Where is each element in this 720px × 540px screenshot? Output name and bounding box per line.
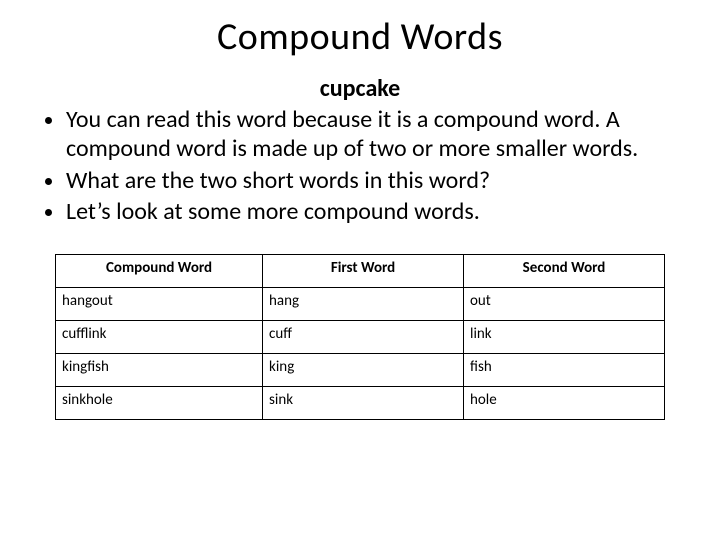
table-header-first: First Word <box>263 255 464 288</box>
table-cell: cuff <box>263 321 464 354</box>
table-cell: fish <box>464 354 665 387</box>
table-cell: kingfish <box>56 354 263 387</box>
table-cell: hole <box>464 387 665 420</box>
table-row: kingfish king fish <box>56 354 665 387</box>
page-title: Compound Words <box>40 14 680 60</box>
bullet-list: You can read this word because it is a c… <box>40 105 680 226</box>
bullet-item: Let’s look at some more compound words. <box>66 197 680 226</box>
table-header-second: Second Word <box>464 255 665 288</box>
table-cell: sink <box>263 387 464 420</box>
bullet-item: What are the two short words in this wor… <box>66 166 680 195</box>
example-word: cupcake <box>40 74 680 103</box>
table-cell: hang <box>263 288 464 321</box>
table-cell: hangout <box>56 288 263 321</box>
table-cell: link <box>464 321 665 354</box>
table-header-compound: Compound Word <box>56 255 263 288</box>
table-row: sinkhole sink hole <box>56 387 665 420</box>
bullet-item: You can read this word because it is a c… <box>66 105 680 164</box>
table-cell: king <box>263 354 464 387</box>
table-cell: cufflink <box>56 321 263 354</box>
table-header-row: Compound Word First Word Second Word <box>56 255 665 288</box>
table-row: hangout hang out <box>56 288 665 321</box>
compound-words-table: Compound Word First Word Second Word han… <box>55 254 665 420</box>
table-row: cufflink cuff link <box>56 321 665 354</box>
slide-container: Compound Words cupcake You can read this… <box>0 0 720 540</box>
table-cell: sinkhole <box>56 387 263 420</box>
table-container: Compound Word First Word Second Word han… <box>55 254 665 420</box>
table-cell: out <box>464 288 665 321</box>
